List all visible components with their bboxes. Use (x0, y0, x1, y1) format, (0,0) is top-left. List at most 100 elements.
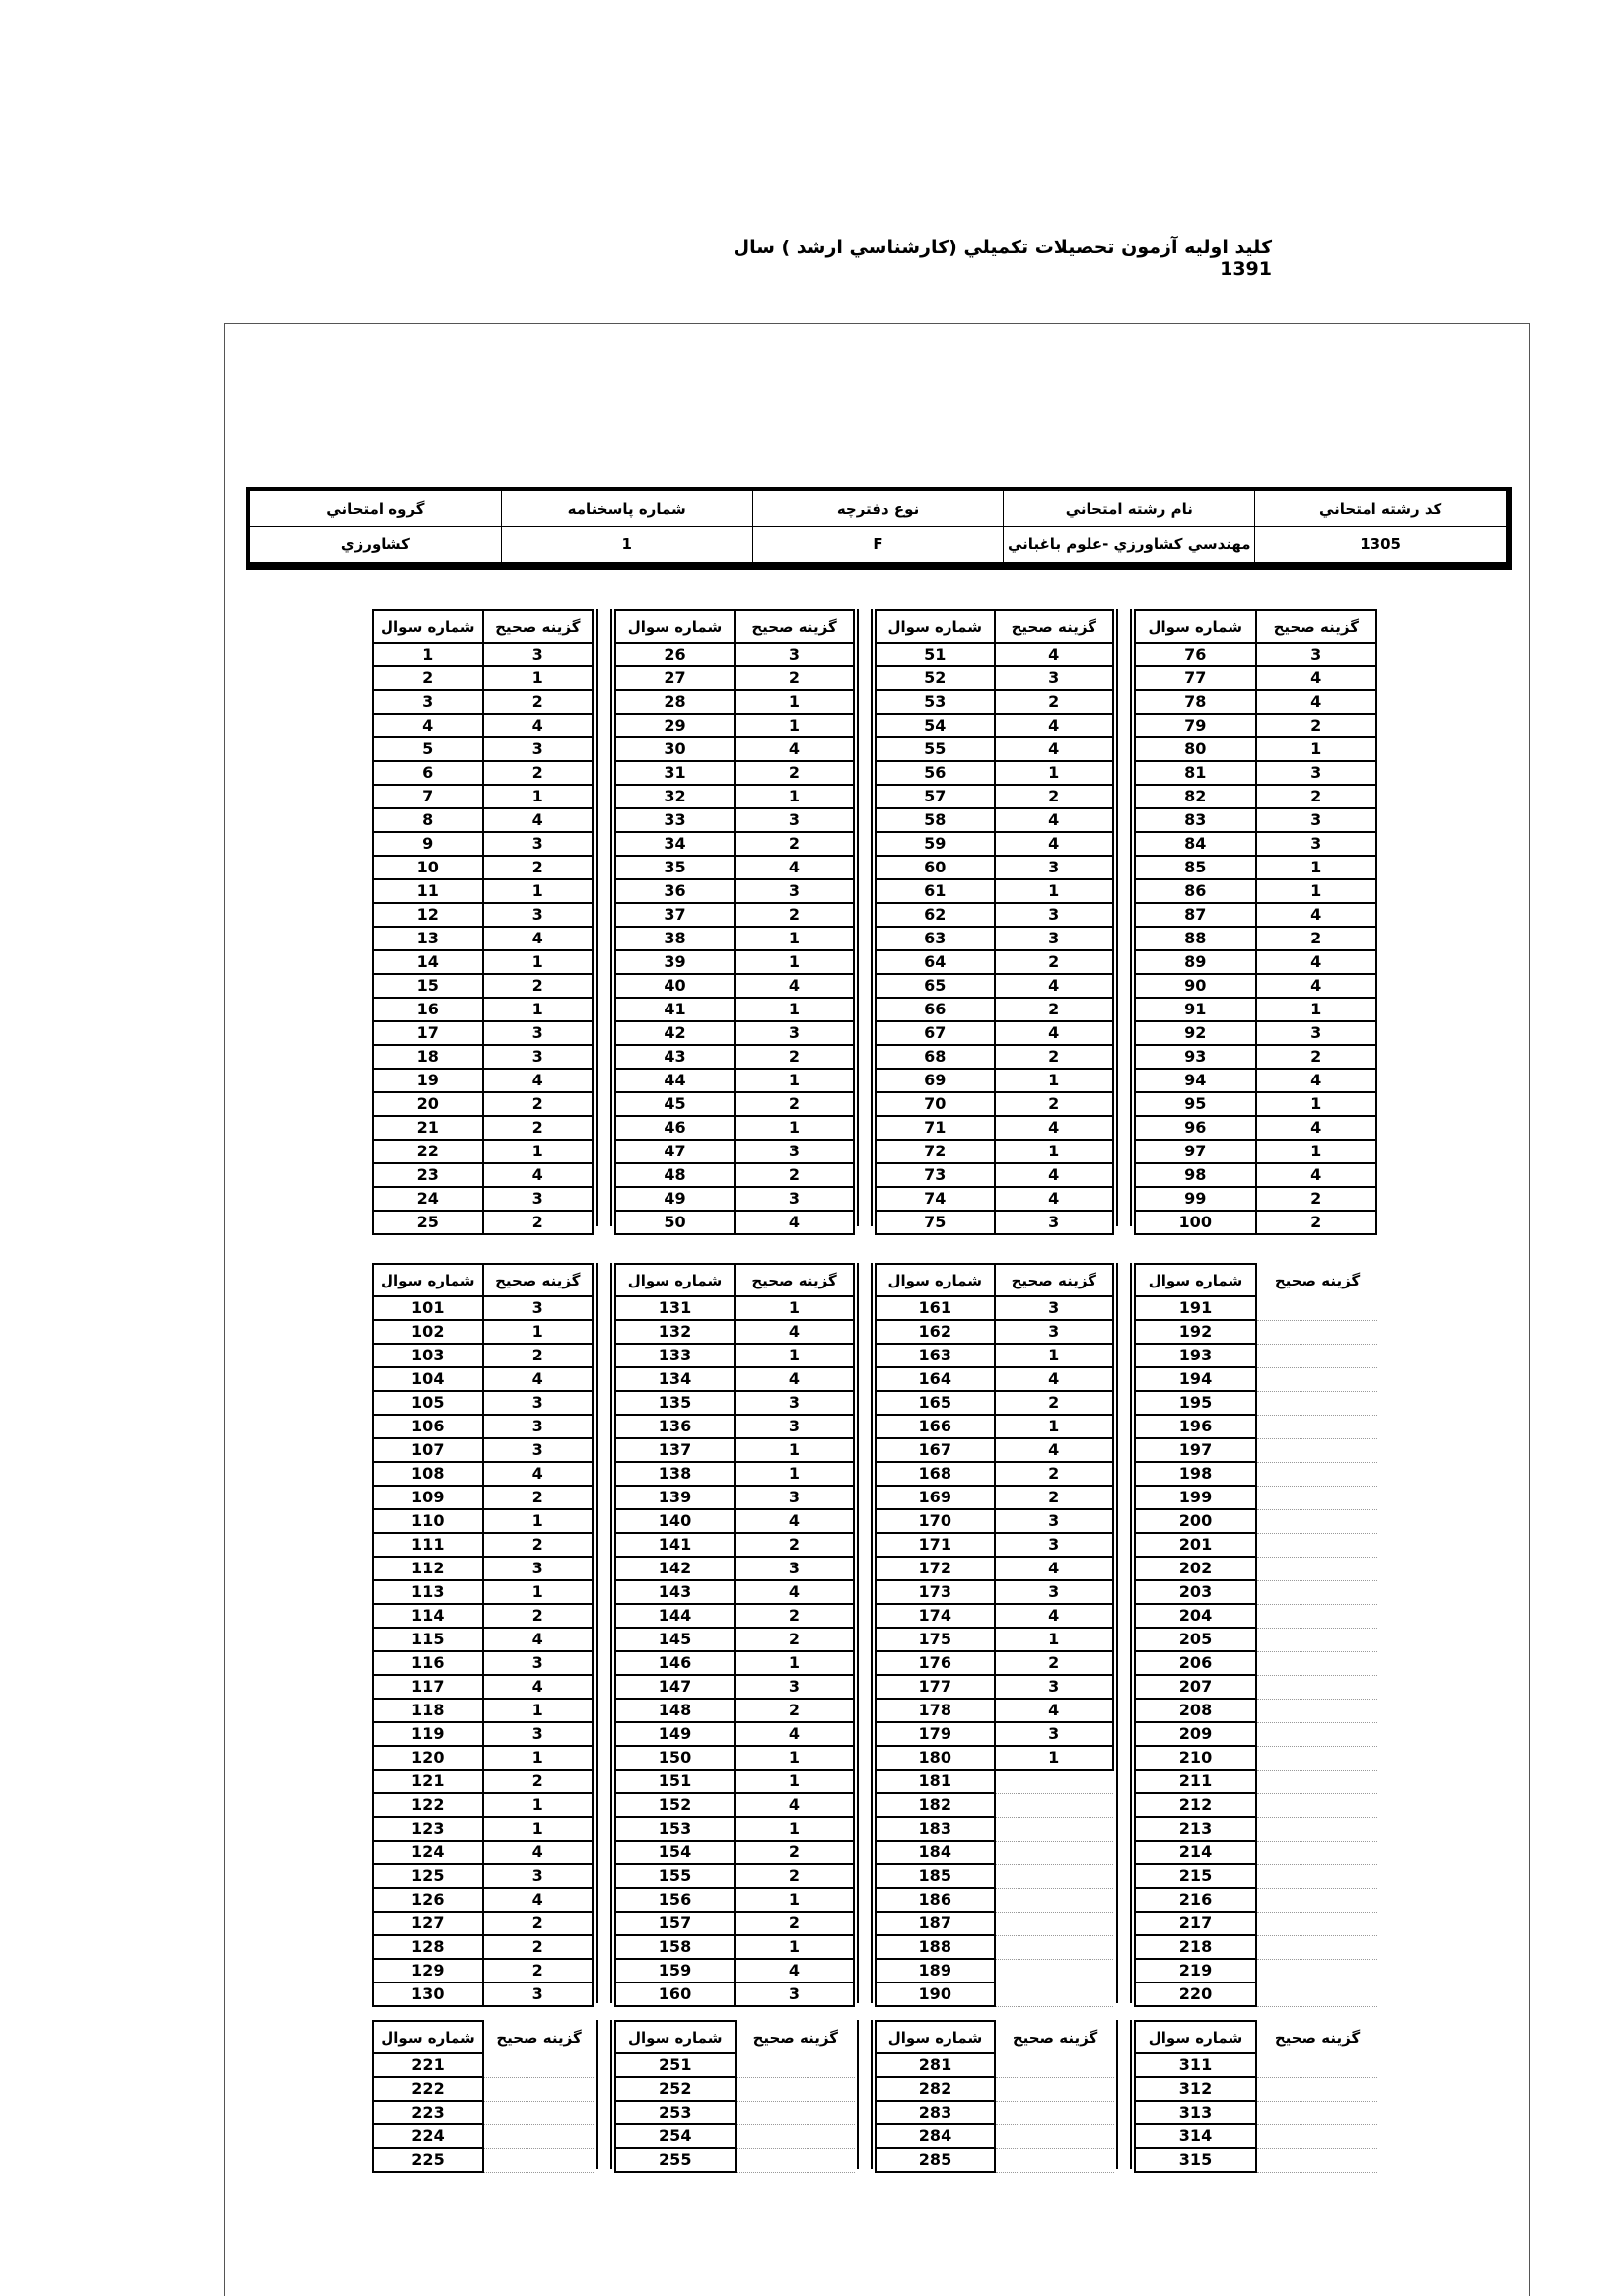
question-number: 145 (614, 1627, 736, 1652)
correct-answer: 3 (993, 665, 1114, 691)
correct-answer: 4 (734, 1958, 855, 1983)
column-separator (596, 2020, 612, 2169)
table-row: 97 1 (1134, 1139, 1377, 1164)
question-number: 56 (875, 760, 996, 786)
question-number: 183 (875, 1816, 996, 1842)
question-number: 110 (372, 1508, 484, 1534)
table-row: 86 1 (1134, 878, 1377, 904)
answer-group-table: شماره سوال گزينه صحيح 191 192 193 194 195 196 19… (1134, 1263, 1377, 2007)
correct-answer: 3 (734, 1020, 855, 1046)
question-number: 206 (1134, 1650, 1257, 1676)
table-row: 95 1 (1134, 1091, 1377, 1117)
table-row: 50 4 (614, 1210, 855, 1235)
table-row: 52 3 (875, 665, 1114, 691)
correct-answer: 3 (993, 855, 1114, 880)
column-separator (1116, 609, 1132, 1226)
correct-answer: 2 (734, 1911, 855, 1936)
answer-group-table: شماره سوال گزينه صحيح 281 282 283 284 285 (875, 2020, 1114, 2173)
correct-answer: 1 (734, 1295, 855, 1321)
question-number: 253 (614, 2100, 737, 2125)
table-row: 140 4 (614, 1508, 855, 1534)
question-number-header: شماره سوال (1134, 1263, 1257, 1297)
question-number: 123 (372, 1816, 484, 1842)
question-number: 15 (372, 973, 484, 999)
question-number: 210 (1134, 1745, 1257, 1771)
correct-answer: 2 (1254, 1210, 1377, 1235)
question-number: 96 (1134, 1115, 1257, 1141)
correct-answer: 3 (993, 1579, 1114, 1605)
question-number: 40 (614, 973, 736, 999)
question-number: 94 (1134, 1068, 1257, 1093)
table-row: 312 (1134, 2076, 1377, 2102)
question-number-header: شماره سوال (875, 1263, 996, 1297)
correct-answer: 1 (481, 1816, 594, 1842)
correct-answer: 1 (481, 784, 594, 809)
question-number: 222 (372, 2076, 484, 2102)
question-number: 119 (372, 1721, 484, 1747)
correct-answer: 4 (481, 1461, 594, 1487)
correct-answer (1256, 1959, 1377, 1983)
correct-answer: 4 (993, 736, 1114, 762)
correct-answer (994, 1793, 1113, 1818)
correct-answer: 4 (993, 1186, 1114, 1212)
table-row: 149 4 (614, 1721, 855, 1747)
table-row: 11 1 (372, 878, 594, 904)
question-number: 314 (1134, 2123, 1257, 2149)
question-number: 131 (614, 1295, 736, 1321)
correct-answer: 2 (993, 1485, 1114, 1510)
correct-answer (1256, 1864, 1377, 1889)
question-number: 140 (614, 1508, 736, 1534)
correct-answer: 1 (481, 1579, 594, 1605)
table-row: 216 (1134, 1887, 1377, 1913)
correct-answer: 3 (481, 1982, 594, 2007)
booklet-type-value: F (751, 525, 1005, 563)
correct-answer: 2 (993, 1390, 1114, 1416)
correct-answer: 4 (734, 1579, 855, 1605)
correct-answer: 3 (1254, 760, 1377, 786)
table-row: 212 (1134, 1792, 1377, 1818)
question-number: 135 (614, 1390, 736, 1416)
table-row: 84 3 (1134, 831, 1377, 857)
question-number: 124 (372, 1840, 484, 1865)
question-number-header: شماره سوال (875, 2020, 996, 2054)
question-number: 70 (875, 1091, 996, 1117)
correct-answer: 4 (993, 831, 1114, 857)
correct-answer: 2 (734, 902, 855, 928)
correct-answer: 1 (734, 1887, 855, 1913)
correct-answer: 1 (734, 926, 855, 951)
question-number: 37 (614, 902, 736, 928)
table-row: 136 3 (614, 1414, 855, 1439)
table-row: 137 1 (614, 1437, 855, 1463)
question-number: 85 (1134, 855, 1257, 880)
correct-answer: 4 (481, 1627, 594, 1652)
question-number: 58 (875, 807, 996, 833)
question-number: 46 (614, 1115, 736, 1141)
table-row: 90 4 (1134, 973, 1377, 999)
question-number: 64 (875, 949, 996, 975)
question-number: 254 (614, 2123, 737, 2149)
table-row: 285 (875, 2147, 1114, 2173)
correct-answer: 2 (481, 1958, 594, 1983)
column-separator (596, 1263, 612, 2003)
table-row: 158 1 (614, 1934, 855, 1960)
correct-answer: 1 (993, 1139, 1114, 1164)
correct-answer (1256, 1296, 1377, 1321)
correct-answer: 3 (481, 1437, 594, 1463)
question-number: 5 (372, 736, 484, 762)
table-row: 198 (1134, 1461, 1377, 1487)
table-row: 220 (1134, 1982, 1377, 2007)
correct-answer (1256, 1935, 1377, 1960)
correct-answer: 3 (993, 1508, 1114, 1534)
table-row: 12 3 (372, 902, 594, 928)
table-row: 96 4 (1134, 1115, 1377, 1141)
table-row: 110 1 (372, 1508, 594, 1534)
question-number: 66 (875, 997, 996, 1022)
table-row: 77 4 (1134, 665, 1377, 691)
table-row: 114 2 (372, 1603, 594, 1629)
question-number: 69 (875, 1068, 996, 1093)
correct-answer: 2 (481, 1911, 594, 1936)
question-number: 171 (875, 1532, 996, 1558)
question-number: 215 (1134, 1863, 1257, 1889)
